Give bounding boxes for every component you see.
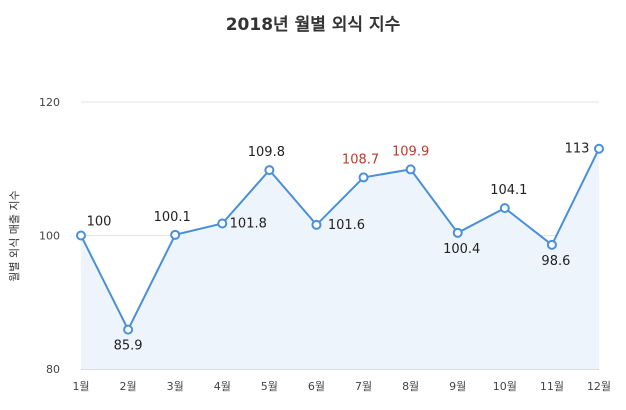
x-tick-label: 10월 <box>493 380 517 393</box>
data-point <box>76 230 86 241</box>
data-label: 100.1 <box>154 210 191 225</box>
x-tick-label: 5월 <box>261 380 278 393</box>
data-point <box>358 172 369 183</box>
data-point <box>123 324 134 335</box>
y-tick-label: 80 <box>46 363 60 376</box>
data-label: 100 <box>87 215 112 230</box>
data-label: 98.6 <box>541 254 570 269</box>
data-point <box>264 165 275 176</box>
data-labels: 100 85.9 100.1 101.8 109.8 101.6 108.7 109.9 100… <box>87 142 590 354</box>
series-line <box>80 148 600 332</box>
x-tick-label: 12월 <box>587 380 611 393</box>
chart-title: 2018년 월별 외식 지수 <box>226 15 401 35</box>
data-label: 85.9 <box>114 339 143 354</box>
x-tick-label: 2월 <box>120 380 137 393</box>
x-tick-label: 8월 <box>402 380 419 393</box>
x-axis-ticks: 1월 2월 3월 4월 5월 6월 7월 8월 9월 10월 11월 12월 <box>72 380 611 393</box>
data-label: 113 <box>565 142 590 157</box>
data-points <box>76 143 604 335</box>
data-label: 100.4 <box>443 242 480 257</box>
data-point <box>452 227 463 238</box>
x-tick-label: 11월 <box>540 380 564 393</box>
x-tick-label: 1월 <box>72 380 89 393</box>
data-label: 101.6 <box>328 218 365 233</box>
data-point <box>405 164 416 175</box>
x-tick-label: 6월 <box>308 380 325 393</box>
series-area-fill <box>81 148 599 369</box>
data-label: 104.1 <box>490 183 527 198</box>
data-label: 101.8 <box>230 216 267 231</box>
x-tick-label: 3월 <box>167 380 184 393</box>
y-tick-label: 100 <box>39 230 60 243</box>
x-tick-label: 7월 <box>355 380 372 393</box>
data-point <box>311 219 322 230</box>
data-label: 108.7 <box>342 152 379 167</box>
data-point <box>170 229 181 240</box>
y-axis-ticks: 80 100 120 <box>39 96 60 376</box>
data-label: 109.9 <box>392 144 429 159</box>
data-point <box>499 203 510 214</box>
data-point <box>546 239 557 250</box>
y-tick-label: 120 <box>39 96 60 109</box>
x-tick-label: 9월 <box>449 380 466 393</box>
x-tick-label: 4월 <box>214 380 231 393</box>
y-axis-label: 월별 외식 매출 지수 <box>8 190 21 281</box>
data-label: 109.8 <box>248 145 285 160</box>
data-point <box>217 218 228 229</box>
data-point <box>594 143 604 154</box>
